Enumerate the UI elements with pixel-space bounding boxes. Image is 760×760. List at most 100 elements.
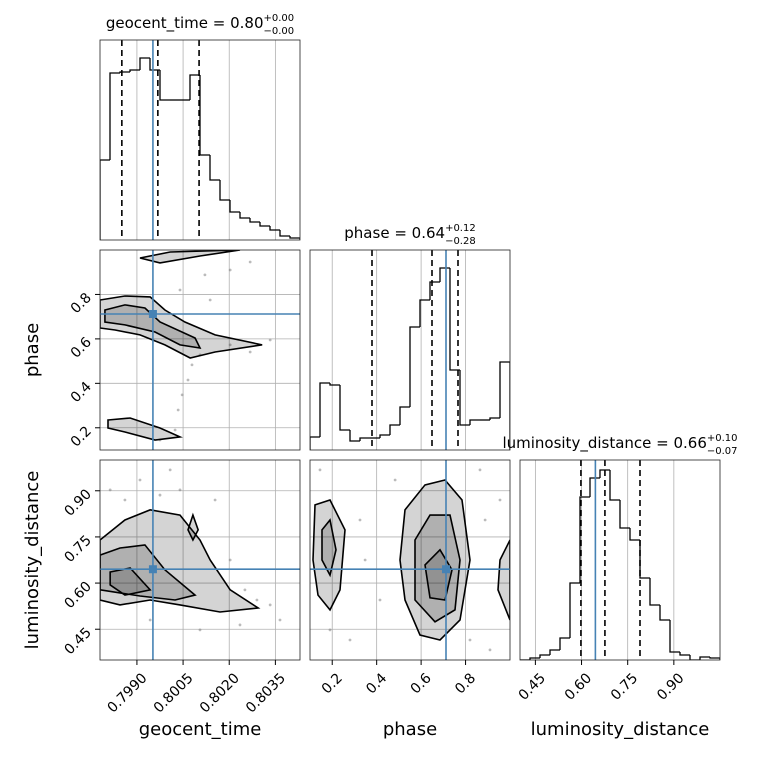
contour	[399, 479, 471, 641]
hist-bin	[199, 75, 210, 156]
hist-bin	[149, 58, 160, 71]
panel-content	[310, 460, 510, 660]
hist-bin	[339, 385, 350, 431]
hist-bin	[249, 218, 260, 223]
x-tick-label: 0.4	[363, 670, 390, 697]
x-tick-label: 0.2	[319, 670, 346, 697]
x-tick-label: 0.8	[452, 670, 479, 697]
hist-bin	[679, 652, 690, 656]
y-tick-label: 0.45	[61, 625, 94, 658]
hist-bin	[449, 268, 460, 371]
sample-point	[478, 468, 482, 472]
panel: phase = 0.64+0.12 −0.28	[309, 223, 511, 451]
sample-point	[483, 518, 487, 522]
hist-bin	[619, 500, 630, 529]
sample-point	[158, 493, 162, 497]
hist-bin	[639, 540, 650, 579]
hist-bin	[699, 656, 710, 660]
panel-frame	[99, 459, 301, 661]
hist-bin	[589, 477, 600, 497]
hist-bin	[689, 655, 700, 660]
title-main: geocent_time = 0.80	[106, 14, 264, 33]
panel-frame	[99, 39, 301, 241]
sample-point	[378, 598, 382, 602]
sample-point	[488, 648, 492, 652]
hist-bin	[559, 637, 570, 650]
y-axis-label: luminosity_distance	[22, 471, 43, 650]
hist-bin	[100, 159, 110, 240]
sample-point	[498, 498, 502, 502]
title-sub: −0.28	[445, 236, 476, 247]
hist-bin	[269, 226, 280, 231]
y-tick-label: 0.75	[61, 532, 94, 565]
panel-content	[100, 250, 300, 450]
y-tick-label: 0.2	[68, 423, 95, 450]
hist-bin	[219, 180, 230, 201]
hist-bin	[439, 267, 450, 282]
x-tick-label: 0.75	[608, 670, 641, 703]
hist-bin	[310, 436, 320, 450]
truth-marker	[148, 310, 157, 318]
sample-point	[248, 260, 252, 264]
sample-point	[173, 428, 177, 432]
sample-point	[208, 298, 212, 302]
hist-bin	[279, 230, 290, 237]
panel-content	[100, 460, 300, 660]
sample-point	[198, 628, 202, 632]
x-tick-label: 0.45	[516, 670, 549, 703]
hist-bin	[609, 470, 620, 501]
truth-marker	[442, 565, 450, 574]
hist-bin	[349, 430, 360, 442]
hist-bin	[709, 657, 720, 660]
hist-bin	[499, 361, 510, 450]
panel-frame	[309, 459, 511, 661]
sample-point	[203, 273, 207, 277]
y-tick-label: 0.60	[61, 579, 94, 612]
hist-bin	[359, 437, 370, 441]
sample-point	[278, 618, 282, 622]
sample-point	[180, 393, 184, 397]
truth-marker	[148, 565, 157, 574]
hist-bin	[629, 528, 640, 541]
contour	[100, 544, 197, 601]
hist-bin	[389, 424, 400, 435]
contour	[107, 417, 183, 441]
y-tick-label: 0.4	[68, 379, 95, 406]
sample-point	[248, 350, 252, 354]
sample-point	[168, 468, 172, 472]
hist-bin	[399, 406, 410, 425]
sample-point	[178, 488, 182, 492]
hist-bin	[139, 57, 150, 70]
sample-point	[228, 343, 232, 347]
x-tick-label: 0.8020	[197, 670, 243, 716]
panel-title: geocent_time = 0.80+0.00 −0.00	[106, 13, 294, 37]
panel-frame	[99, 249, 301, 451]
y-tick-label: 0.8	[68, 290, 95, 317]
hist-bin	[459, 370, 470, 426]
sample-point	[328, 628, 332, 632]
hist-bin	[529, 657, 540, 660]
x-axis-label: luminosity_distance	[531, 719, 710, 740]
hist-bin	[669, 620, 680, 653]
sample-point	[243, 588, 247, 592]
panel-title: phase = 0.64+0.12 −0.28	[344, 223, 475, 247]
hist-bin	[419, 299, 430, 327]
sample-point	[238, 623, 242, 627]
sample-point	[228, 268, 232, 272]
panel-content	[520, 460, 720, 660]
hist-bin	[209, 155, 220, 181]
hist-bin	[329, 383, 340, 386]
sample-point	[123, 498, 127, 502]
hist-bin	[489, 417, 500, 420]
hist-bin	[549, 649, 560, 655]
x-tick-label: 0.6	[408, 670, 435, 697]
hist-bin	[659, 605, 670, 621]
x-axis-label: phase	[383, 719, 437, 740]
y-axis-label: phase	[22, 323, 43, 377]
y-tick-label: 0.90	[61, 486, 94, 519]
sample-point	[228, 558, 232, 562]
hist-bin	[539, 654, 550, 658]
sample-point	[393, 478, 397, 482]
panel-content	[310, 250, 510, 450]
